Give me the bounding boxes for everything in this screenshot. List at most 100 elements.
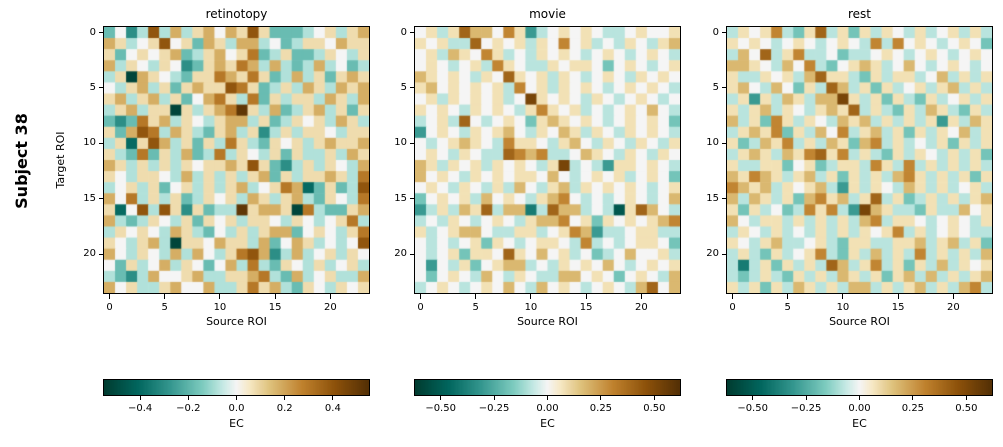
panel-title-rest: rest (847, 7, 871, 21)
panel-movie: movie 0 5 10 15 20 0 5 10 15 20 Source ROI −0.50… (394, 0, 681, 447)
heatmap-retinotopy (103, 26, 370, 294)
y-tick-mark (99, 253, 104, 255)
x-tick-label: 10 (213, 302, 227, 313)
colorbar-tick-mark (912, 396, 914, 400)
x-tick-label: 20 (323, 302, 337, 313)
y-tick-label: 15 (706, 192, 719, 204)
y-tick-mark (99, 198, 104, 200)
colorbar-tick-mark (139, 396, 141, 400)
panel-rest: rest 0 5 10 15 20 0 5 10 15 20 Source ROI −0.50 −… (706, 0, 993, 447)
colorbar-label: EC (229, 417, 244, 430)
colorbar-tick-label: 0.25 (901, 403, 925, 414)
colorbar-tick-mark (600, 396, 602, 400)
colorbar-tick-label: 0.50 (955, 403, 978, 414)
colorbar-movie (414, 379, 681, 396)
x-tick-label: 5 (472, 302, 479, 313)
y-tick-mark (410, 253, 415, 255)
colorbar-tick-mark (440, 396, 442, 400)
y-tick-label: 0 (89, 26, 96, 38)
x-tick-mark (329, 294, 331, 299)
y-tick-label: 10 (706, 137, 719, 149)
y-tick-label: 0 (712, 26, 719, 38)
colorbar-tick-label: −0.50 (737, 403, 768, 414)
y-tick-label: 0 (400, 26, 407, 38)
y-tick-mark (99, 142, 104, 144)
y-tick-mark (410, 198, 415, 200)
y-tick-label: 5 (89, 81, 96, 93)
x-tick-mark (585, 294, 587, 299)
y-tick-mark (722, 253, 727, 255)
colorbar-rest (726, 379, 993, 396)
x-tick-mark (530, 294, 532, 299)
x-tick-mark (640, 294, 642, 299)
colorbar-tick-label: 0.0 (228, 403, 245, 414)
colorbar-tick-label: −0.4 (127, 403, 153, 414)
y-tick-mark (410, 87, 415, 89)
colorbar-tick-label: 0.50 (643, 403, 666, 414)
colorbar-tick-mark (187, 396, 189, 400)
x-tick-label: 15 (579, 302, 593, 313)
heatmap-rest (726, 26, 993, 294)
x-tick-label: 0 (106, 302, 113, 313)
colorbar-retinotopy (103, 379, 370, 396)
x-tick-label: 5 (784, 302, 791, 313)
panel-title-retinotopy: retinotopy (205, 7, 268, 21)
x-axis-label: Source ROI (829, 315, 890, 328)
colorbar-label: EC (540, 417, 555, 430)
colorbar-tick-mark (653, 396, 655, 400)
colorbar-tick-mark (965, 396, 967, 400)
y-tick-mark (410, 142, 415, 144)
colorbar-tick-label: −0.25 (478, 403, 510, 414)
y-tick-label: 10 (394, 137, 407, 149)
x-tick-mark (787, 294, 789, 299)
y-tick-label: 15 (394, 192, 407, 204)
y-tick-label: 10 (83, 137, 96, 149)
x-tick-label: 20 (634, 302, 648, 313)
colorbar-tick-mark (284, 396, 286, 400)
x-tick-mark (420, 294, 422, 299)
colorbar-tick-mark (547, 396, 548, 400)
y-tick-mark (722, 87, 727, 89)
x-tick-mark (732, 294, 734, 299)
x-tick-mark (475, 294, 477, 299)
x-axis-label: Source ROI (206, 315, 267, 328)
colorbar-tick-mark (332, 396, 334, 400)
colorbar-tick-label: 0.25 (589, 403, 613, 414)
colorbar-tick-mark (805, 396, 807, 400)
y-tick-label: 5 (400, 81, 407, 93)
x-tick-mark (842, 294, 844, 299)
y-tick-label: 20 (706, 248, 719, 260)
colorbar-tick-label: −0.2 (176, 403, 201, 414)
y-tick-label: 20 (394, 248, 407, 260)
colorbar-tick-mark (859, 396, 860, 400)
x-tick-mark (274, 294, 276, 299)
y-tick-label: 5 (712, 81, 719, 93)
y-tick-mark (722, 198, 727, 200)
colorbar-tick-label: 0.00 (848, 403, 871, 414)
y-tick-mark (722, 32, 727, 34)
colorbar-tick-label: 0.2 (276, 403, 293, 414)
subject-row-label: Subject 38 (12, 113, 31, 209)
colorbar-tick-mark (236, 396, 237, 400)
heatmap-movie (414, 26, 681, 294)
x-tick-label: 20 (946, 302, 960, 313)
colorbar-tick-label: 0.4 (324, 403, 341, 414)
colorbar-tick-label: 0.00 (536, 403, 559, 414)
y-tick-mark (722, 142, 727, 144)
x-tick-mark (219, 294, 221, 299)
x-tick-label: 10 (524, 302, 538, 313)
y-tick-label: 15 (83, 192, 96, 204)
x-tick-label: 10 (836, 302, 850, 313)
x-tick-mark (109, 294, 111, 299)
x-tick-label: 0 (417, 302, 424, 313)
x-tick-label: 5 (161, 302, 168, 313)
x-tick-label: 0 (729, 302, 736, 313)
x-tick-mark (897, 294, 899, 299)
x-axis-label: Source ROI (517, 315, 578, 328)
x-tick-label: 15 (268, 302, 282, 313)
panel-title-movie: movie (529, 7, 566, 21)
y-tick-mark (99, 32, 104, 34)
y-tick-mark (410, 32, 415, 34)
y-tick-label: 20 (83, 248, 96, 260)
